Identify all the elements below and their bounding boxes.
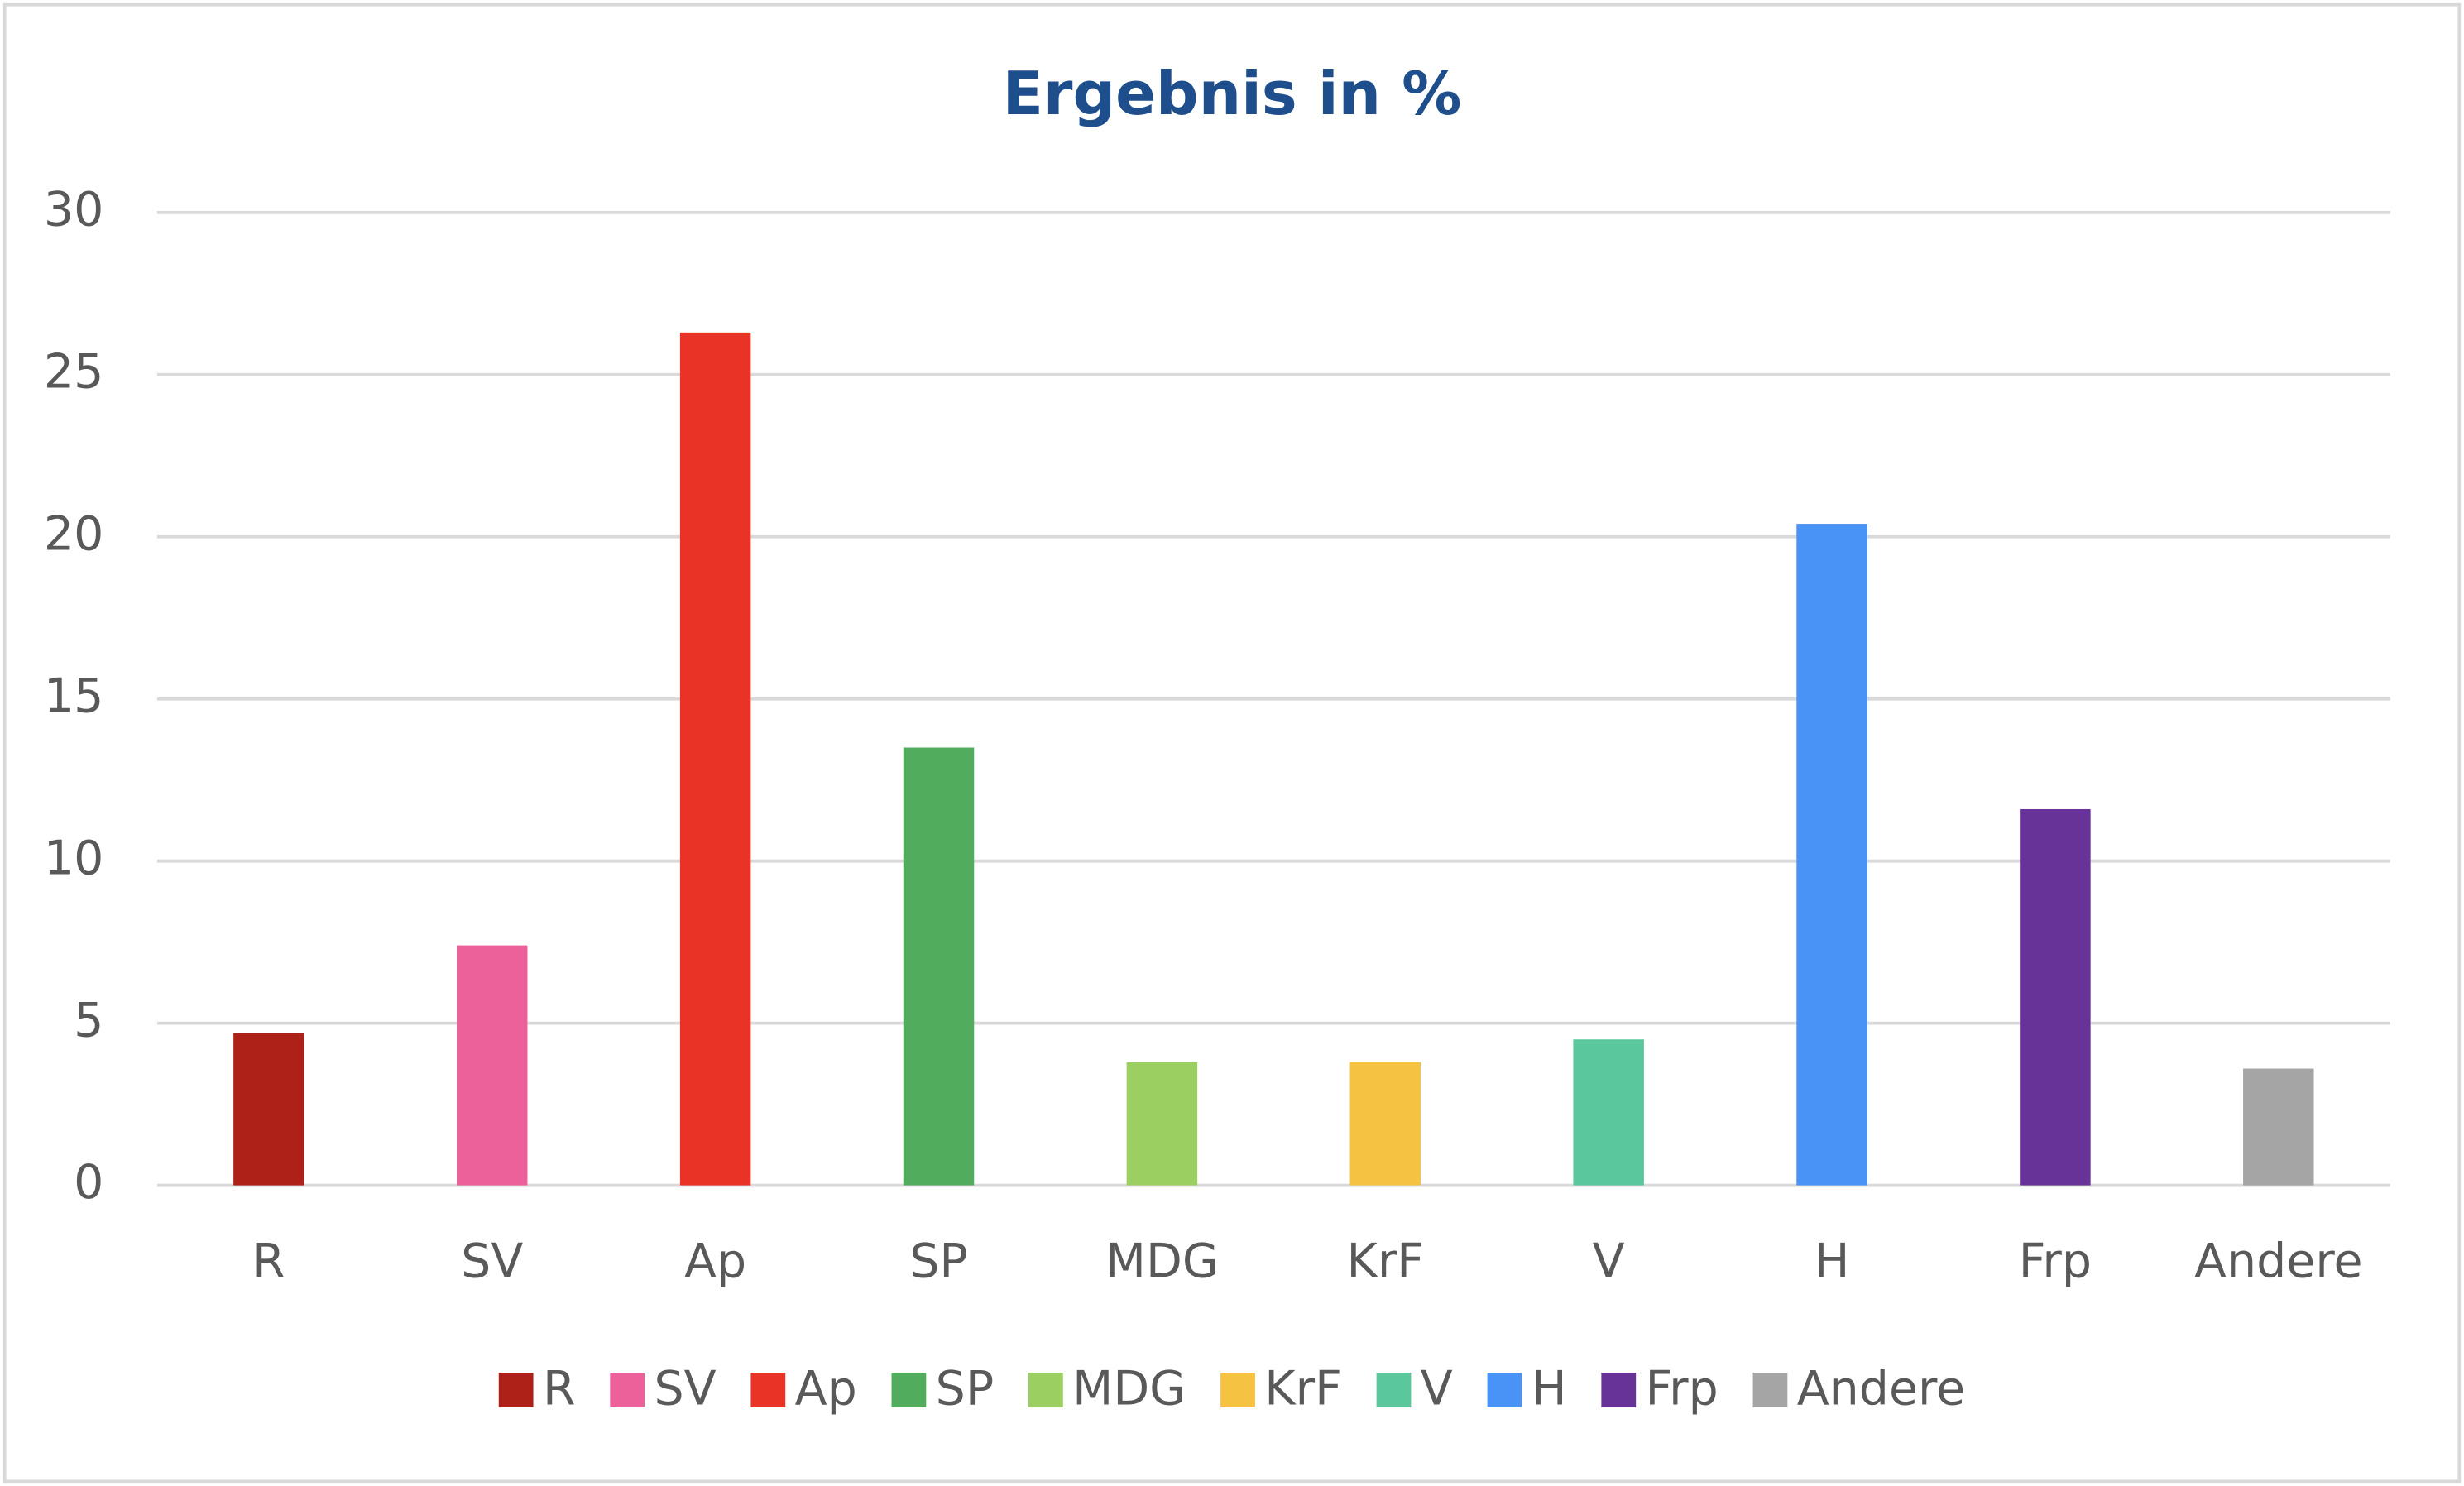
y-tick-label: 0 [74, 1155, 103, 1210]
legend-swatch [1752, 1373, 1788, 1407]
bar [2243, 1068, 2314, 1186]
bar [1349, 1062, 1421, 1186]
y-tick-label: 30 [44, 182, 103, 237]
x-tick-label: MDG [1105, 1234, 1219, 1288]
y-tick-label: 20 [44, 506, 103, 561]
legend-label: SP [936, 1361, 995, 1416]
x-tick-label: H [1814, 1234, 1850, 1288]
x-tick-label: Ap [684, 1234, 746, 1288]
bar [1796, 524, 1867, 1186]
legend-swatch [1028, 1373, 1063, 1407]
y-tick-label: 10 [44, 831, 103, 885]
legend-swatch [610, 1373, 645, 1407]
legend-swatch [1376, 1373, 1412, 1407]
x-tick-label: Frp [2019, 1234, 2092, 1288]
legend: R SV Ap SP MDG KrF V H Frp Andere [498, 1361, 1966, 1416]
legend-label: MDG [1072, 1361, 1186, 1416]
y-tick-label: 5 [74, 993, 103, 1047]
x-tick-label: SV [461, 1234, 523, 1288]
legend-swatch [1487, 1373, 1522, 1407]
bar [457, 945, 528, 1186]
legend-label: Andere [1797, 1361, 1966, 1416]
legend-label: Frp [1646, 1361, 1719, 1416]
legend-label: SV [654, 1361, 717, 1416]
legend-label: KrF [1264, 1361, 1342, 1416]
legend-swatch [1601, 1373, 1637, 1407]
legend-swatch [1220, 1373, 1255, 1407]
bar [2020, 808, 2091, 1186]
bar [1573, 1039, 1644, 1186]
legend-swatch [891, 1373, 927, 1407]
bar [903, 747, 975, 1186]
bar [1126, 1062, 1198, 1186]
legend-swatch [750, 1373, 786, 1407]
legend-label: Ap [795, 1361, 857, 1416]
legend-label: R [543, 1361, 576, 1416]
bar [679, 332, 751, 1186]
legend-label: H [1532, 1361, 1567, 1416]
y-tick-label: 15 [44, 669, 103, 723]
legend-swatch [498, 1373, 534, 1407]
x-tick-label: Andere [2194, 1234, 2363, 1288]
x-tick-label: V [1593, 1234, 1625, 1288]
x-tick-label: KrF [1346, 1234, 1424, 1288]
y-tick-label: 25 [44, 344, 103, 399]
bar [233, 1033, 304, 1186]
x-tick-label: R [252, 1234, 285, 1288]
chart-title: Ergebnis in % [1003, 60, 1462, 129]
legend-label: V [1421, 1361, 1453, 1416]
x-tick-label: SP [909, 1234, 968, 1288]
